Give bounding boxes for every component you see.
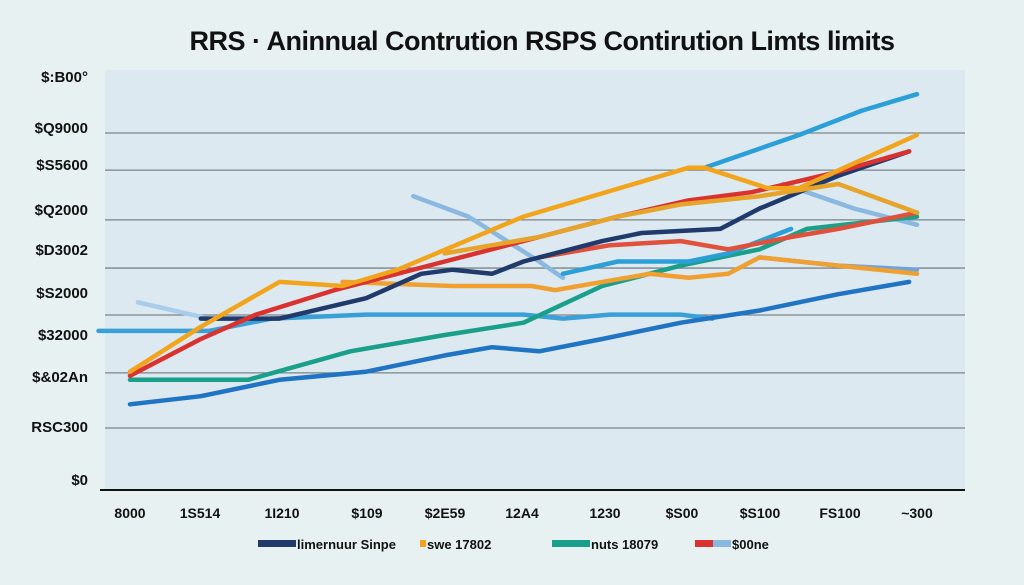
x-tick-label: 1S514 <box>180 505 221 521</box>
series-line <box>127 279 912 407</box>
legend-label: limernuur Sinpe <box>297 537 396 552</box>
series-line <box>442 181 920 256</box>
legend-label: swe 17802 <box>427 537 491 552</box>
x-tick-label: $2E59 <box>425 505 466 521</box>
y-tick-label: $&02An <box>32 369 88 386</box>
y-tick-label: $:B00° <box>41 69 88 86</box>
legend-item: $00ne <box>695 537 769 552</box>
legend-item: swe 17802 <box>420 537 491 552</box>
series-line <box>198 149 912 321</box>
x-tick-label: $109 <box>351 505 382 521</box>
series-line <box>702 91 920 170</box>
x-tick-label: 1230 <box>589 505 620 521</box>
y-tick-label: $S5600 <box>36 157 88 174</box>
y-tick-label: $D3002 <box>35 242 88 259</box>
series-line <box>536 210 920 260</box>
series-line <box>340 255 920 293</box>
y-tick-label: $Q2000 <box>35 202 88 219</box>
series-line <box>127 132 920 374</box>
plot-area <box>105 70 965 490</box>
legend-swatch <box>258 540 296 547</box>
y-tick-label: $S2000 <box>36 285 88 302</box>
legend-swatch <box>713 540 731 547</box>
legend-item: nuts 18079 <box>552 537 658 552</box>
y-tick-label: $0 <box>71 472 88 489</box>
x-tick-label: 8000 <box>114 505 145 521</box>
y-tick-label: $32000 <box>38 327 88 344</box>
x-tick-label: $S00 <box>666 505 699 521</box>
x-tick-label: ~300 <box>901 505 933 521</box>
y-tick-label: $Q9000 <box>35 120 88 137</box>
legend-swatch <box>695 540 713 547</box>
y-tick-label: RSC300 <box>31 419 88 436</box>
x-tick-label: 12A4 <box>505 505 539 521</box>
series-line <box>96 312 715 334</box>
legend-label: nuts 18079 <box>591 537 658 552</box>
series-line <box>411 193 566 281</box>
x-tick-label: FS100 <box>819 505 860 521</box>
legend-swatch <box>420 540 426 547</box>
series-line <box>135 300 211 321</box>
x-tick-label: $S100 <box>740 505 781 521</box>
legend-item: limernuur Sinpe <box>258 537 396 552</box>
chart-title: RRS · Aninnual Contrution RSPS Contiruti… <box>189 26 895 56</box>
legend-label: $00ne <box>732 537 769 552</box>
legend-swatch <box>552 540 590 547</box>
x-tick-label: 1I210 <box>264 505 299 521</box>
